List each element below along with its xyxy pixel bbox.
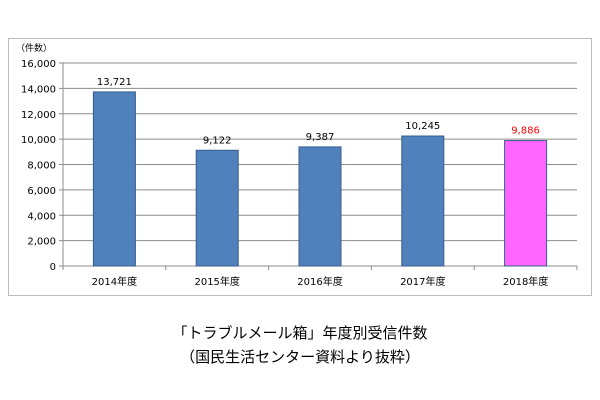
y-tick-label: 2,000: [27, 237, 56, 248]
bar-2017年度: [401, 135, 445, 267]
y-unit-label: （件数）: [16, 42, 52, 54]
x-tick-label: 2017年度: [400, 275, 445, 288]
data-label: 13,721: [97, 77, 132, 88]
y-tick-label: 6,000: [27, 186, 56, 197]
chart-frame: [8, 38, 592, 296]
y-tick-label: 14,000: [21, 84, 56, 95]
y-tick-label: 10,000: [21, 135, 56, 146]
bar-2018年度: [504, 140, 548, 267]
x-tick-label: 2016年度: [297, 275, 342, 288]
x-tick-label: 2015年度: [194, 275, 239, 288]
data-label: 10,245: [405, 121, 440, 132]
bar-2016年度: [298, 146, 342, 267]
y-tick-label: 12,000: [21, 110, 56, 121]
data-label: 9,886: [511, 126, 540, 137]
data-label: 9,122: [203, 135, 232, 146]
bar-2015年度: [195, 149, 239, 267]
y-tick-label: 16,000: [21, 59, 56, 70]
x-tick-label: 2018年度: [503, 275, 548, 288]
y-tick-label: 8,000: [27, 161, 56, 172]
bar-chart: （件数） 0 2,000 4,000 6,000 8,000 10,000 12,000 14,…: [16, 42, 578, 288]
bar-2014年度: [92, 91, 136, 267]
x-tick-label: 2014年度: [92, 275, 137, 288]
y-tick-label: 4,000: [27, 211, 56, 222]
data-label: 9,387: [306, 132, 335, 143]
chart-caption-source: （国民生活センター資料より抜粋）: [180, 348, 420, 366]
y-tick-label: 0: [50, 262, 56, 273]
chart-caption-title: 「トラブルメール箱」年度別受信件数: [172, 324, 428, 342]
